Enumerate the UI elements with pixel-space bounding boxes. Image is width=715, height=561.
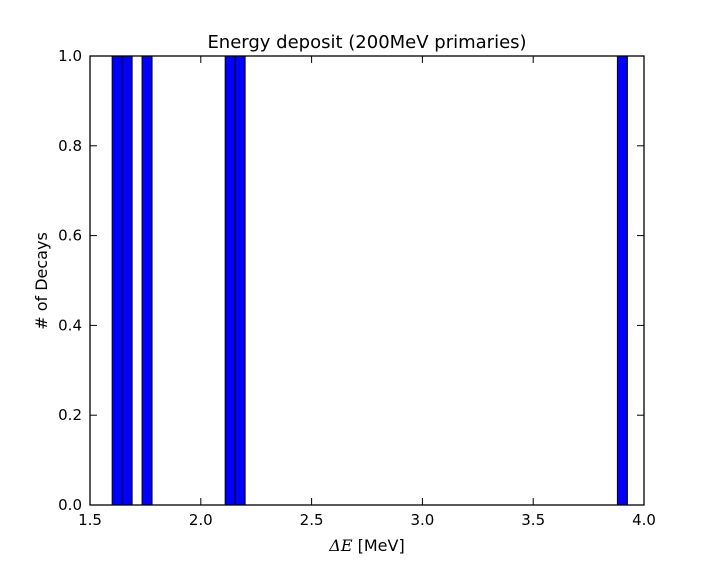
y-tick-label-0: 0.0 — [58, 496, 82, 514]
y-tick-label-4: 0.8 — [58, 137, 82, 155]
histogram-bar-5 — [616, 55, 628, 506]
y-tick-label-5: 1.0 — [58, 47, 82, 65]
x-axis-label-unit: [MeV] — [353, 536, 405, 555]
x-axis-label-math: ΔE — [328, 536, 353, 555]
x-tick-label-2: 2.5 — [300, 511, 324, 529]
chart-title: Energy deposit (200MeV primaries) — [207, 32, 526, 53]
x-tick-label-3: 3.0 — [410, 511, 434, 529]
plot-frame — [89, 55, 645, 506]
ticks-group: 1.5 2.0 2.5 3.0 3.5 4.0 0.0 0.2 0.4 0.6 0.8 1.0 — [58, 47, 656, 529]
histogram-bar-3 — [224, 55, 236, 506]
x-tick-label-0: 1.5 — [78, 511, 102, 529]
y-tick-label-1: 0.2 — [58, 406, 82, 424]
x-tick-label-4: 3.5 — [521, 511, 545, 529]
y-tick-label-2: 0.4 — [58, 316, 82, 334]
histogram-bar-1 — [121, 55, 133, 506]
x-tick-label-1: 2.0 — [189, 511, 213, 529]
x-axis-label: ΔE [MeV] — [328, 536, 404, 555]
x-tick-label-5: 4.0 — [632, 511, 656, 529]
y-axis-label: # of Decays — [32, 232, 51, 330]
plot-area — [90, 56, 644, 505]
histogram-bar-0 — [111, 55, 123, 506]
histogram-bar-2 — [141, 55, 153, 506]
histogram-bar-4 — [234, 55, 246, 506]
y-tick-label-3: 0.6 — [58, 227, 82, 245]
